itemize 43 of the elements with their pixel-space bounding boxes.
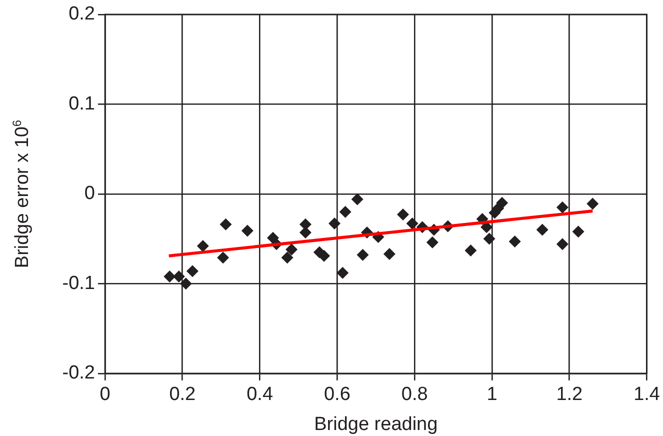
x-tick-label: 1 <box>486 384 498 406</box>
point <box>164 270 176 282</box>
point <box>217 252 230 264</box>
point <box>351 193 364 206</box>
point <box>241 224 254 237</box>
y-tick-label: 0 <box>84 183 95 204</box>
point <box>186 265 198 278</box>
point <box>356 248 369 261</box>
y-tick-label: 0.2 <box>68 4 95 25</box>
point <box>180 278 192 290</box>
x-tick-label: 0.4 <box>246 384 274 406</box>
y-tick-label: -0.1 <box>62 272 95 294</box>
x-tick-label: 1.4 <box>634 384 660 406</box>
point <box>220 218 232 230</box>
point <box>426 236 438 248</box>
y-tick-label: 0.1 <box>68 93 95 114</box>
point <box>536 224 548 236</box>
point <box>556 238 568 250</box>
point <box>196 240 209 252</box>
point <box>556 201 568 214</box>
point <box>281 252 294 264</box>
point <box>464 244 477 256</box>
x-tick-label: 0.6 <box>324 384 350 406</box>
y-tick-label: -0.2 <box>62 362 95 384</box>
x-tick-label: 0.8 <box>401 384 428 406</box>
point <box>318 250 330 262</box>
point <box>483 232 496 245</box>
point <box>172 270 185 282</box>
point <box>336 266 349 279</box>
point <box>572 226 584 238</box>
point <box>383 248 396 260</box>
point <box>406 218 418 230</box>
x-tick-label: 1.2 <box>556 384 583 406</box>
point <box>586 198 599 210</box>
x-tick-label: 0.2 <box>169 384 196 406</box>
x-axis-title: Bridge reading <box>314 414 438 435</box>
x-tick-label: 0 <box>100 384 110 406</box>
point <box>396 208 409 221</box>
point <box>508 235 521 248</box>
point <box>328 218 340 230</box>
point <box>339 206 352 218</box>
point <box>286 244 298 256</box>
point <box>496 196 508 209</box>
